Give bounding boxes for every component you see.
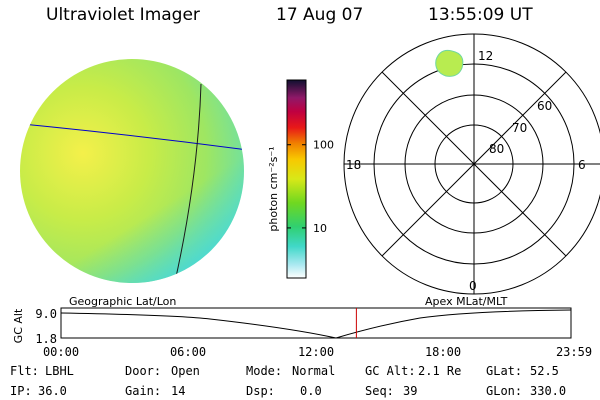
earth-image bbox=[20, 59, 244, 283]
timeline-xtick-2359: 23:59 bbox=[556, 345, 592, 359]
mode-value: Normal bbox=[292, 364, 335, 378]
color-bar: 100 10 photon cm⁻²s⁻¹ bbox=[267, 79, 334, 279]
mlat-label-80: 80 bbox=[489, 142, 504, 156]
color-bar-scale bbox=[286, 79, 307, 279]
observation-date: 17 Aug 07 bbox=[276, 5, 364, 25]
gcalt-value: 2.1 Re bbox=[418, 364, 461, 378]
timeline-xtick-1800: 18:00 bbox=[425, 345, 461, 359]
seq-value: 39 bbox=[403, 384, 417, 398]
timeline-axis-title: GC Alt bbox=[12, 308, 25, 343]
gain-label: Gain: bbox=[125, 384, 161, 398]
mlt-label-12: 12 bbox=[478, 49, 493, 63]
gain-value: 14 bbox=[171, 384, 185, 398]
flt-label: Flt: bbox=[10, 364, 39, 378]
altitude-curve bbox=[60, 309, 572, 339]
mlt-label-6: 6 bbox=[578, 158, 586, 172]
orbit-timeline: Geographic Lat/Lon Apex MLat/MLT GC Alt … bbox=[12, 295, 592, 359]
timeline-xtick-0000: 00:00 bbox=[43, 345, 79, 359]
mlt-label-0: 0 bbox=[469, 279, 477, 293]
door-label: Door: bbox=[125, 364, 161, 378]
color-bar-tick-label: 100 bbox=[313, 139, 334, 152]
geographic-latitude-line bbox=[21, 123, 244, 151]
geographic-meridian-line bbox=[173, 83, 202, 283]
timeline-apex-label: Apex MLat/MLT bbox=[425, 295, 508, 308]
timeline-frame bbox=[60, 307, 572, 339]
mlt-label-18: 18 bbox=[346, 158, 361, 172]
door-value: Open bbox=[171, 364, 200, 378]
earth-disk-shade bbox=[20, 59, 244, 283]
ip-label: IP: bbox=[10, 384, 32, 398]
instrument-title: Ultraviolet Imager bbox=[46, 5, 200, 25]
dsp-label: Dsp: bbox=[246, 384, 275, 398]
polar-plot: 12 18 6 0 60 70 80 bbox=[343, 33, 600, 295]
mlat-label-60: 60 bbox=[537, 99, 552, 113]
timeline-xtick-0600: 06:00 bbox=[170, 345, 206, 359]
seq-label: Seq: bbox=[365, 384, 394, 398]
glat-value: 52.5 bbox=[530, 364, 559, 378]
color-bar-unit-label: photon cm⁻²s⁻¹ bbox=[267, 146, 280, 231]
instrument-status: Flt: LBHL Door: Open Mode: Normal GC Alt… bbox=[10, 364, 566, 398]
glon-label: GLon: bbox=[486, 384, 522, 398]
dsp-value: 0.0 bbox=[300, 384, 322, 398]
gcalt-label: GC Alt: bbox=[365, 364, 416, 378]
ip-value: 36.0 bbox=[38, 384, 67, 398]
timeline-ytick-top: 9.0 bbox=[35, 307, 57, 321]
mode-label: Mode: bbox=[246, 364, 282, 378]
flt-value: LBHL bbox=[45, 364, 74, 378]
polar-auroral-patch bbox=[435, 49, 464, 77]
polar-diagonal-line-2 bbox=[381, 71, 567, 257]
observation-time: 13:55:09 UT bbox=[428, 5, 533, 25]
color-bar-tick-label: 10 bbox=[313, 222, 327, 235]
timeline-ytick-bottom: 1.8 bbox=[35, 332, 57, 346]
timeline-xtick-1200: 12:00 bbox=[298, 345, 334, 359]
glon-value: 330.0 bbox=[530, 384, 566, 398]
glat-label: GLat: bbox=[486, 364, 522, 378]
timeline-geographic-label: Geographic Lat/Lon bbox=[69, 295, 176, 308]
mlat-label-70: 70 bbox=[512, 121, 527, 135]
